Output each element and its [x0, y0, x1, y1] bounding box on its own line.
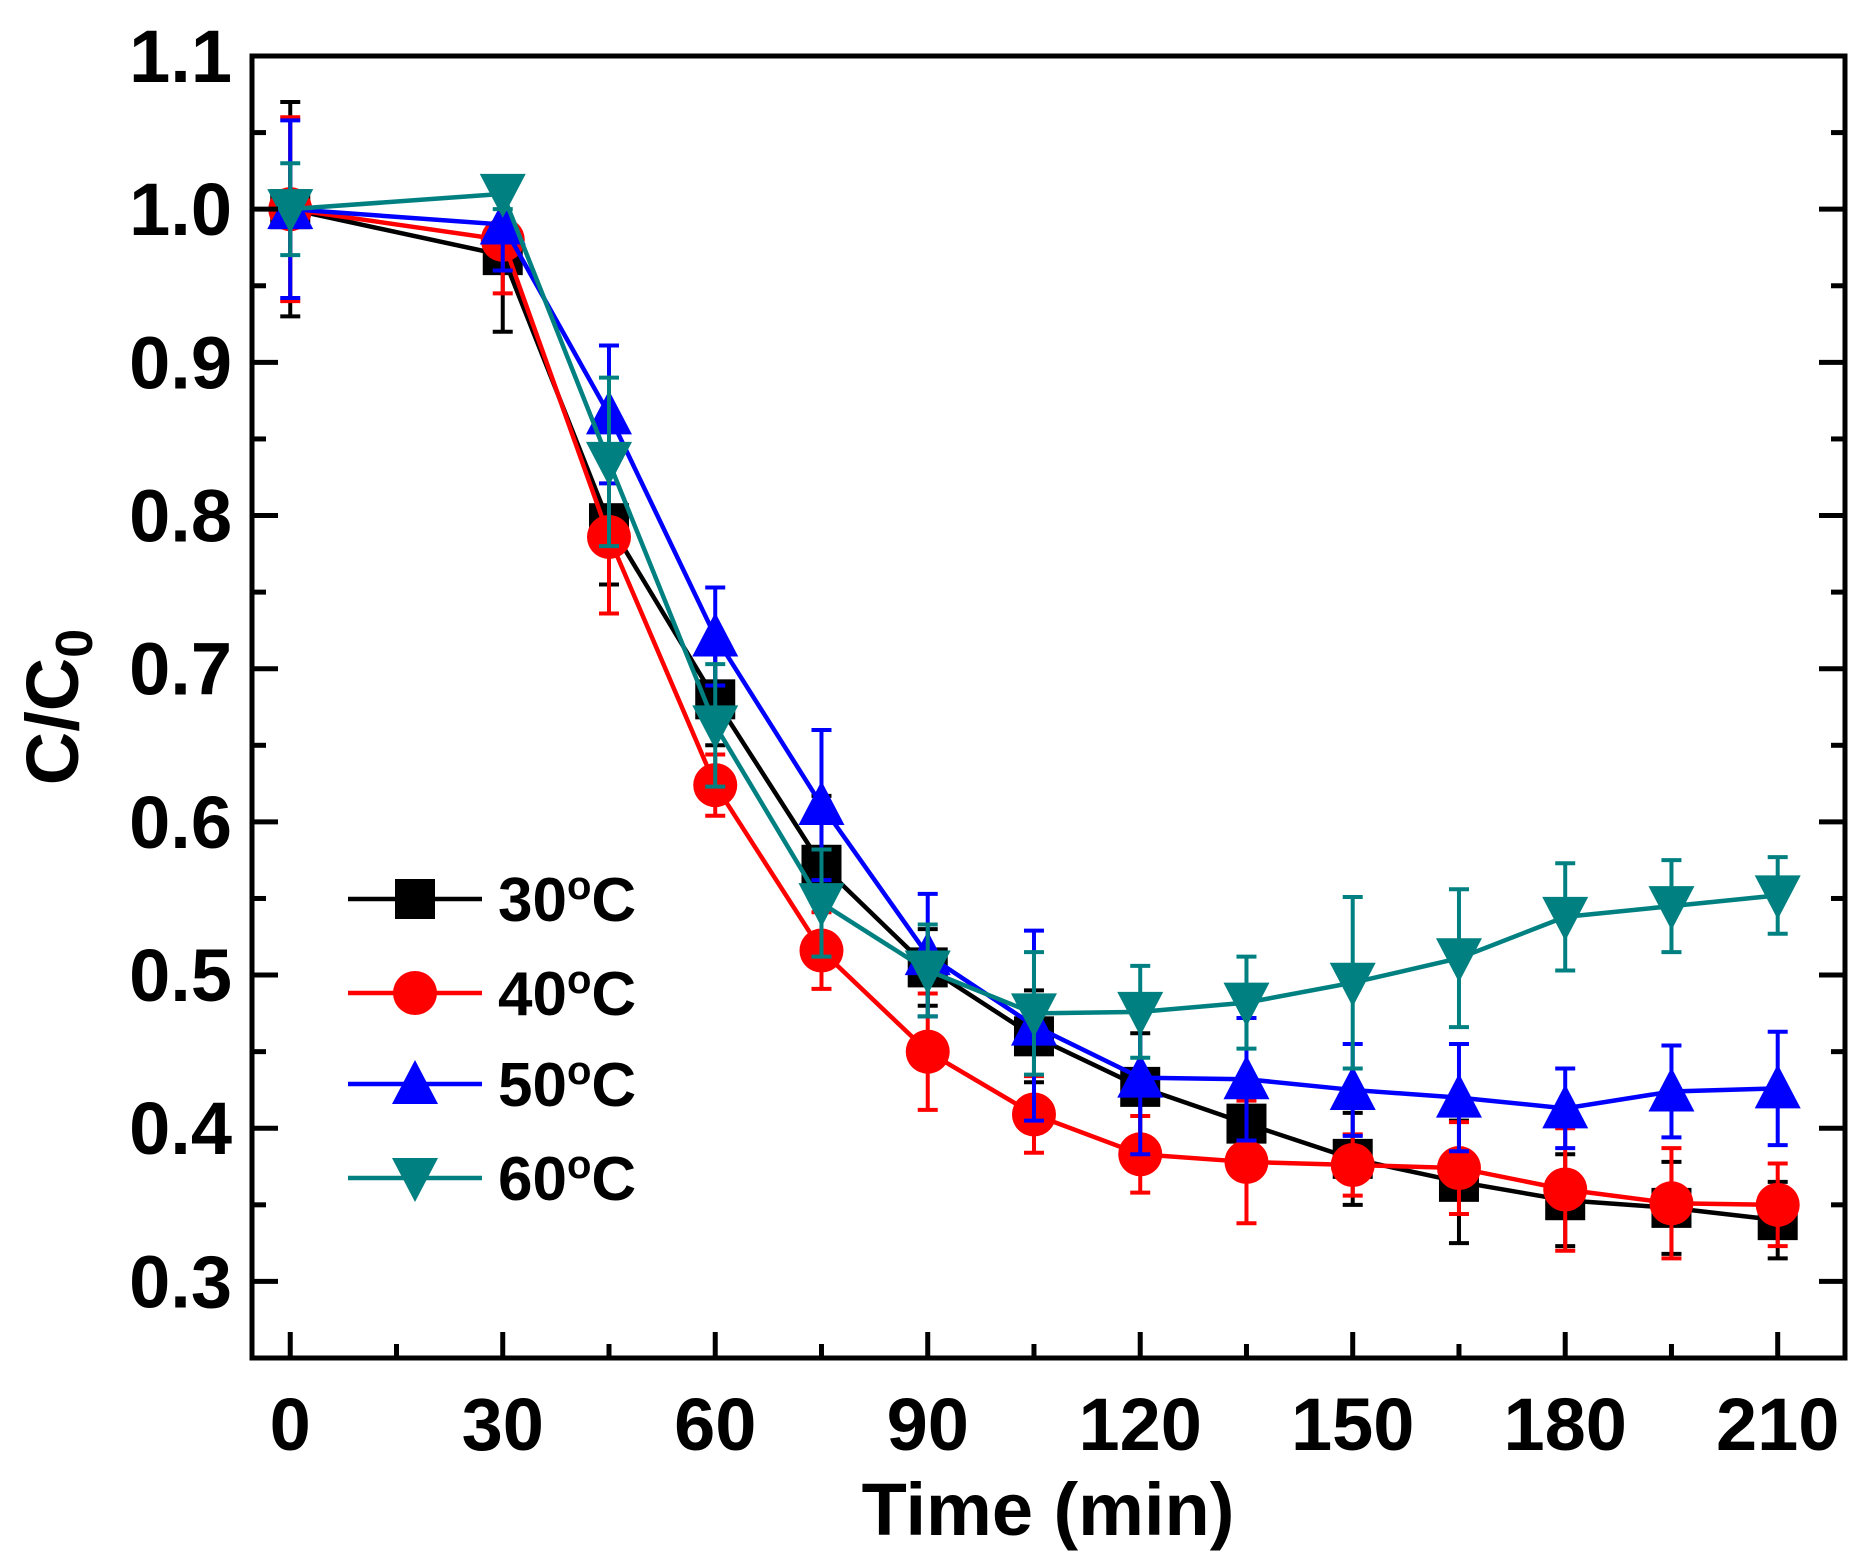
data-point — [479, 173, 526, 218]
data-point — [1436, 1146, 1481, 1191]
legend-marker — [392, 1158, 438, 1202]
data-point — [1649, 1181, 1694, 1226]
data-point — [1330, 1142, 1375, 1187]
data-point — [692, 705, 739, 750]
data-point — [1117, 991, 1164, 1036]
data-point — [905, 1029, 950, 1074]
legend-label: 30oC — [498, 864, 636, 935]
y-axis-label: C/C0 — [11, 629, 104, 785]
legend-marker — [395, 879, 435, 919]
data-point — [692, 612, 739, 657]
data-point — [267, 189, 314, 234]
legend-label-celsius: C — [591, 866, 636, 935]
legend-marker — [392, 1060, 438, 1104]
y-tick-label: 1.0 — [129, 168, 232, 251]
data-point — [798, 781, 845, 826]
data-point — [1435, 938, 1482, 983]
series-line — [290, 191, 1778, 1016]
legend-label-unit: o — [567, 1049, 591, 1093]
plot-frame — [249, 53, 1848, 1361]
legend-label-value: 50 — [498, 1051, 567, 1120]
legend-label-value: 30 — [498, 866, 567, 935]
legend-label-celsius: C — [591, 1145, 636, 1214]
data-point — [1435, 1073, 1482, 1118]
series-60 — [267, 161, 1801, 1077]
axes-layer: 0 30 60 90 120 150 180 210 0.3 0.4 0.5 0.6 0.7 0.8 0.9… — [129, 15, 1845, 1466]
legend-label-unit: o — [567, 1143, 591, 1187]
data-point — [1648, 886, 1695, 931]
legend-label-value: 40 — [498, 960, 567, 1029]
data-point — [1754, 875, 1801, 920]
series-layer — [267, 99, 1801, 1261]
data-point — [1648, 1067, 1695, 1112]
legend-label-value: 60 — [498, 1145, 567, 1214]
legend-label-celsius: C — [591, 960, 636, 1029]
x-tick-label: 180 — [1503, 1383, 1626, 1466]
data-point — [1010, 993, 1057, 1038]
y-tick-label: 0.4 — [129, 1087, 232, 1170]
y-tick-label: 0.6 — [129, 781, 232, 864]
x-tick-label: 210 — [1716, 1383, 1839, 1466]
legend-entry-40: 40oC — [348, 958, 636, 1029]
y-tick-label: 0.7 — [129, 628, 232, 711]
legend-label: 40oC — [498, 958, 636, 1029]
x-tick-label: 30 — [462, 1383, 544, 1466]
y-tick-label: 0.8 — [129, 475, 232, 558]
legend-entry-50: 50oC — [348, 1049, 636, 1120]
data-point — [1755, 1182, 1800, 1227]
x-tick-label: 90 — [887, 1383, 969, 1466]
data-point — [1223, 982, 1270, 1027]
legend-entry-60: 60oC — [348, 1143, 636, 1214]
y-axis-label-subscript: 0 — [46, 629, 104, 658]
legend-label-unit: o — [567, 864, 591, 908]
data-point — [1543, 1167, 1588, 1212]
data-point — [585, 441, 632, 486]
data-point — [1223, 1055, 1270, 1100]
data-point — [798, 883, 845, 928]
data-point — [1224, 1139, 1269, 1184]
y-tick-label: 1.1 — [129, 15, 232, 98]
x-tick-label: 120 — [1078, 1383, 1201, 1466]
legend-label: 60oC — [498, 1143, 636, 1214]
legend-entry-30: 30oC — [348, 864, 636, 935]
x-tick-label: 150 — [1291, 1383, 1414, 1466]
legend-marker — [393, 971, 437, 1015]
y-tick-label: 0.9 — [129, 321, 232, 404]
data-point — [904, 950, 951, 995]
data-point — [1117, 1053, 1164, 1098]
legend-label-unit: o — [567, 958, 591, 1002]
y-tick-label: 0.3 — [129, 1240, 232, 1323]
y-tick-label: 0.5 — [129, 934, 232, 1017]
x-tick-label: 0 — [270, 1383, 311, 1466]
x-axis-label: Time (min) — [862, 1468, 1235, 1551]
legend-label: 50oC — [498, 1049, 636, 1120]
legend-label-celsius: C — [591, 1051, 636, 1120]
data-point — [1329, 1065, 1376, 1110]
data-point — [1754, 1064, 1801, 1109]
data-point — [1542, 896, 1589, 941]
data-point — [1542, 1084, 1589, 1129]
data-point — [1329, 962, 1376, 1007]
x-tick-label: 60 — [674, 1383, 756, 1466]
data-point — [479, 200, 526, 245]
